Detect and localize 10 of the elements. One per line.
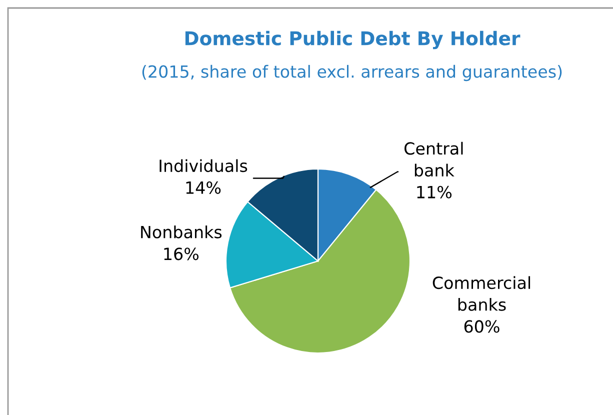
data-label: 60% [464, 320, 500, 333]
data-label: 14% [186, 181, 221, 194]
chart-title: Domestic Public Debt By Holder [185, 30, 520, 50]
slice-label: Individuals [160, 159, 248, 172]
slice-label: Nonbanks [141, 225, 222, 238]
chart-subtitle: (2015, share of total excl. arrears and guarantees) [142, 64, 562, 82]
slice-label: Central bank [404, 142, 463, 177]
slice-label: Commercial banks [432, 276, 530, 311]
data-label: 11% [417, 186, 452, 198]
data-label: 16% [164, 248, 199, 260]
